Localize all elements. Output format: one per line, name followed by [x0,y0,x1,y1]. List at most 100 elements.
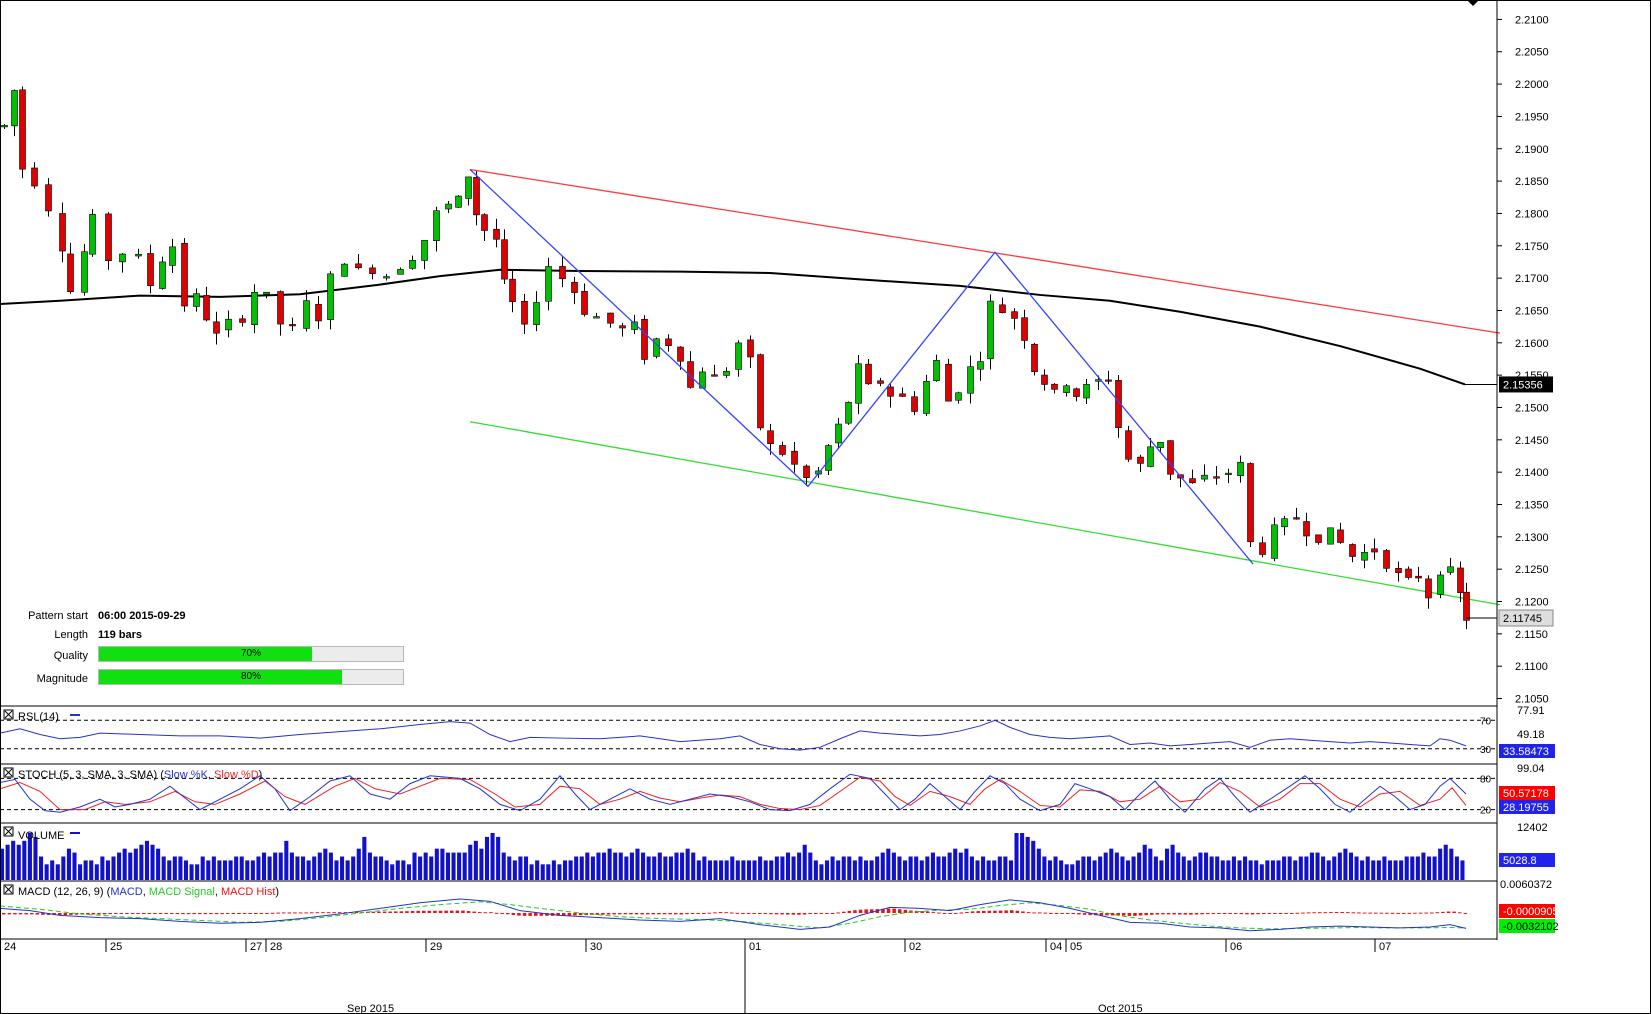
macd-hist-bar [91,913,96,915]
y-tick-label: 2.1850 [1515,176,1549,188]
volume-bar [211,856,216,880]
volume-bar [562,860,568,880]
macd-hist-bar [965,911,969,913]
rsi-pane[interactable]: RSI (14) 70 30 77.91 49.18 33.58473 [0,705,1555,758]
volume-bar [1137,852,1142,880]
x-tick-label: 30 [590,941,602,953]
macd-hist-bar [858,909,863,913]
bull-candle [1437,574,1444,595]
macd-hist-bar [371,911,376,913]
stoch-d-current-tag [1499,800,1555,814]
volume-bar [501,852,506,880]
macd-hist-bar [1178,913,1182,915]
quality-bar: 70% [98,646,404,662]
volume-bar [178,856,183,880]
volume-bar [975,860,980,880]
volume-bar [579,856,584,880]
volume-bar [997,856,1002,880]
macd-hist-bar [1262,913,1266,914]
macd-hist-bar [382,911,387,913]
volume-bar [423,852,428,880]
volume-bar [1237,860,1242,880]
macd-hist-bar [270,912,275,914]
volume-bar [384,860,389,880]
macd-hist-bar [987,910,992,913]
bull-candle [455,195,462,208]
length-value: 119 bars [98,629,143,641]
macd-hist-bar [1390,912,1395,914]
x-tick-label: 27 [250,941,262,953]
volume-bar [94,864,99,880]
y-tick-label: 2.1450 [1515,435,1549,447]
bear-candle [677,346,684,362]
price-pane[interactable]: 2.2100 2.2050 2.2000 2.1950 2.1900 2.1850 2.18… [0,14,1554,706]
macd-hist-bar [410,911,415,913]
volume-bar [418,856,423,880]
macd-hist-bar [718,911,723,913]
macd-top-value: 0.0060372 [1500,879,1552,891]
macd-hist-bar [1054,913,1059,914]
y-tick-label: 2.1050 [1515,694,1549,706]
macd-hist-bar [136,913,140,914]
bear-candle [1073,388,1080,397]
y-tick-label: 2.2050 [1515,47,1549,59]
macd-hist-bar [982,910,986,913]
volume-pane[interactable]: VOLUME 12402 5028.8 [0,822,1555,880]
macd-hist-bar [1424,912,1428,914]
bear-candle [945,363,952,402]
bear-candle [1293,517,1300,520]
stoch-k-current-tag [1499,786,1555,800]
volume-bar [707,860,712,880]
volume-bar [969,856,974,880]
macd-signal-label: MACD Signal [149,886,215,898]
macd-hist-bar [825,913,829,914]
volume-bar [641,852,646,880]
volume-bar [1354,856,1359,880]
bear-candle [1405,568,1412,578]
volume-bar [1393,860,1398,880]
macd-hist-bar [1043,912,1048,914]
rsi-mid-value: 49.18 [1517,729,1545,741]
volume-bar [663,856,668,880]
bear-candle [581,291,588,315]
macd-hist-bar [1189,913,1193,915]
bull-candle [1157,442,1164,448]
volume-bar [691,852,696,880]
macd-hist-bar [545,913,549,916]
bear-candle [181,242,188,307]
macd-hist-bar [1441,911,1445,913]
macd-hist-bar [769,913,773,915]
y-tick-label: 2.1300 [1515,532,1549,544]
bear-candle [19,89,26,170]
macd-hist-bar [758,913,762,914]
volume-bar [535,860,540,880]
macd-hist-bar [1318,912,1322,914]
macd-hist-bar [108,913,112,915]
stoch-pane[interactable]: STOCH (5, 3, SMA, 3, SMA) (Slow %K, Slow… [0,763,1555,817]
rsi-top-value: 77.91 [1517,705,1545,717]
macd-hist-label: MACD Hist [221,886,275,898]
moving-average-layer [0,268,1466,386]
macd-hist-bar [86,913,90,915]
volume-bar [334,860,339,880]
volume-bar [1198,852,1203,880]
macd-hist-bar [242,913,247,914]
volume-bar [891,852,896,880]
volume-bar [1042,856,1047,880]
moving-average-line [0,268,1466,386]
bear-candle [1383,550,1390,569]
macd-pane[interactable]: MACD (12, 26, 9) (MACD, MACD Signal, MAC… [0,879,1559,933]
macd-hist-bar [522,913,527,916]
macd-hist-bar [388,911,392,913]
volume-bar [434,848,439,880]
bear-candle [1011,311,1018,319]
macd-hist-bar [198,913,202,915]
volume-bar [245,860,250,880]
volume-bar [863,860,869,880]
macd-hist-bar [13,913,17,915]
macd-hist-bar [567,913,572,916]
macd-hist-bar [942,912,947,914]
volume-bar [1348,852,1354,880]
scroll-arrow-icon[interactable] [1467,0,1479,6]
volume-bar [680,852,685,880]
